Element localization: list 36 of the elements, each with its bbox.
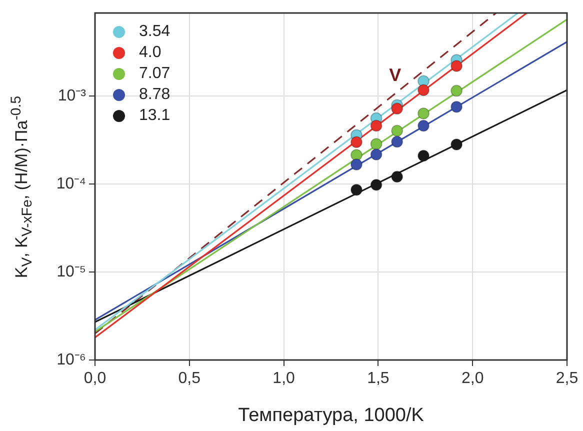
- legend-label: 3.54: [139, 22, 170, 42]
- point: [418, 107, 430, 120]
- point: [370, 148, 382, 160]
- legend-label: 13.1: [139, 106, 170, 126]
- point: [450, 100, 463, 113]
- point: [450, 138, 463, 150]
- x-tick-label: 2,0: [461, 370, 484, 388]
- legend-label: 8.78: [139, 85, 170, 105]
- legend-label: 7.07: [139, 64, 170, 84]
- annotation: V: [389, 65, 402, 86]
- point: [391, 102, 404, 115]
- x-tick-label: 0,5: [178, 370, 201, 388]
- x-tick-label: 0,0: [84, 370, 106, 388]
- x-tick-label: 1,0: [272, 370, 296, 388]
- point: [350, 184, 362, 196]
- point: [450, 84, 463, 97]
- x-tick-label: 2,5: [556, 370, 578, 388]
- point: [418, 84, 430, 96]
- x-tick-label: 1,5: [367, 370, 390, 388]
- point: [391, 124, 404, 137]
- point: [418, 150, 430, 162]
- point: [418, 120, 430, 132]
- y-tick-label: 10⁻⁶: [56, 351, 86, 368]
- y-tick-label: 10⁻⁴: [56, 175, 86, 192]
- point: [370, 138, 382, 150]
- y-tick-label: 10⁻⁵: [56, 263, 86, 280]
- point: [391, 136, 404, 148]
- point: [350, 158, 362, 170]
- x-axis-title: Температура, 1000/K: [238, 404, 424, 426]
- point: [391, 170, 404, 183]
- legend-label: 4.0: [139, 43, 162, 63]
- point: [370, 120, 382, 132]
- point: [450, 60, 463, 72]
- y-tick-label: 10⁻³: [58, 87, 87, 104]
- point: [350, 136, 362, 148]
- point: [370, 178, 382, 191]
